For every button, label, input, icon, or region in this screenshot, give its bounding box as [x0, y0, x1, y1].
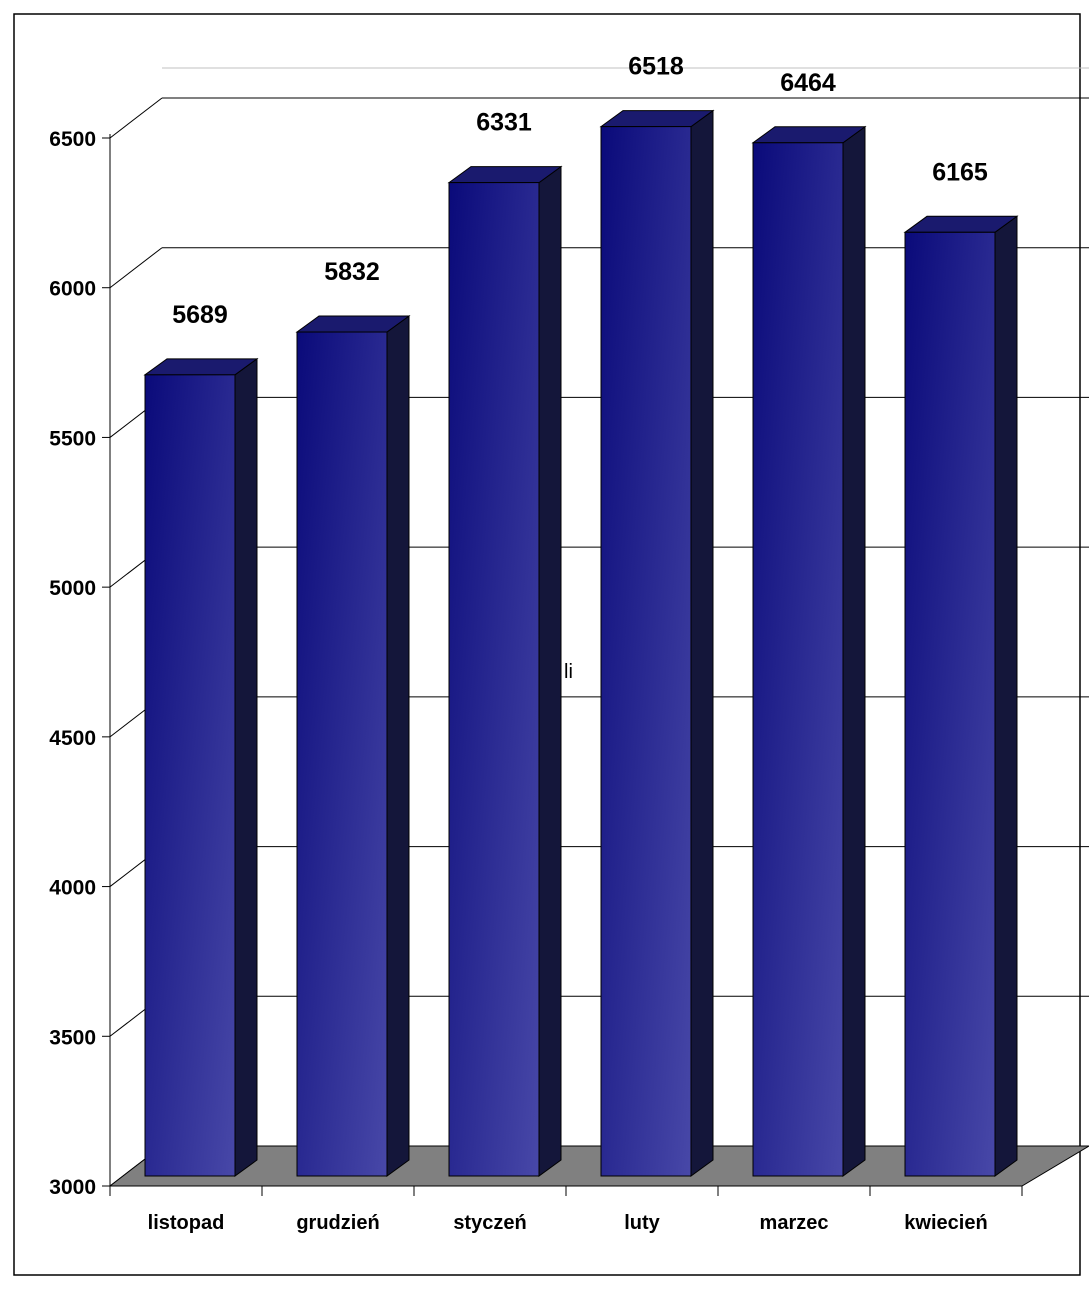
- data-label: 6165: [932, 158, 988, 186]
- y-tick-label: 5000: [49, 577, 96, 600]
- x-tick-label: kwiecień: [904, 1212, 987, 1234]
- x-tick-label: grudzień: [296, 1212, 379, 1234]
- data-label: 5832: [324, 258, 380, 286]
- data-label: 6518: [628, 53, 684, 81]
- bar-side-face: [386, 315, 410, 1177]
- bar: [599, 109, 715, 1177]
- bar: [143, 357, 259, 1177]
- y-tick-label: 6000: [49, 278, 96, 301]
- bar: [751, 125, 867, 1177]
- y-tick-label: 5500: [49, 427, 96, 450]
- x-tick-label: luty: [624, 1212, 660, 1234]
- bar: [295, 315, 411, 1177]
- y-tick-label: 4500: [49, 727, 96, 750]
- y-tick-label: 3000: [49, 1176, 96, 1199]
- bar-front-face: [448, 182, 540, 1177]
- bar-side-face: [234, 357, 258, 1177]
- y-tick-label: 6500: [49, 128, 96, 151]
- bar-side-face: [842, 125, 866, 1177]
- x-tick-label: marzec: [760, 1212, 829, 1234]
- gridline-depth: [109, 97, 163, 139]
- bar-front-face: [752, 142, 844, 1177]
- bar-front-face: [600, 126, 692, 1177]
- bar: [903, 215, 1019, 1177]
- annotation-text: li: [564, 661, 573, 683]
- bar-front-face: [904, 231, 996, 1177]
- bar: [447, 165, 563, 1177]
- data-label: 5689: [172, 301, 228, 329]
- x-tick-label: styczeń: [453, 1212, 526, 1234]
- y-tick-label: 3500: [49, 1026, 96, 1049]
- x-tick-label: listopad: [148, 1212, 225, 1234]
- bar-side-face: [994, 215, 1018, 1177]
- bar-side-face: [690, 109, 714, 1177]
- y-tick-label: 4000: [49, 877, 96, 900]
- data-label: 6464: [780, 69, 836, 97]
- bar-front-face: [144, 374, 236, 1177]
- bar-side-face: [538, 165, 562, 1177]
- data-label: 6331: [476, 109, 532, 137]
- gridline-depth: [109, 247, 163, 289]
- bar-front-face: [296, 331, 388, 1177]
